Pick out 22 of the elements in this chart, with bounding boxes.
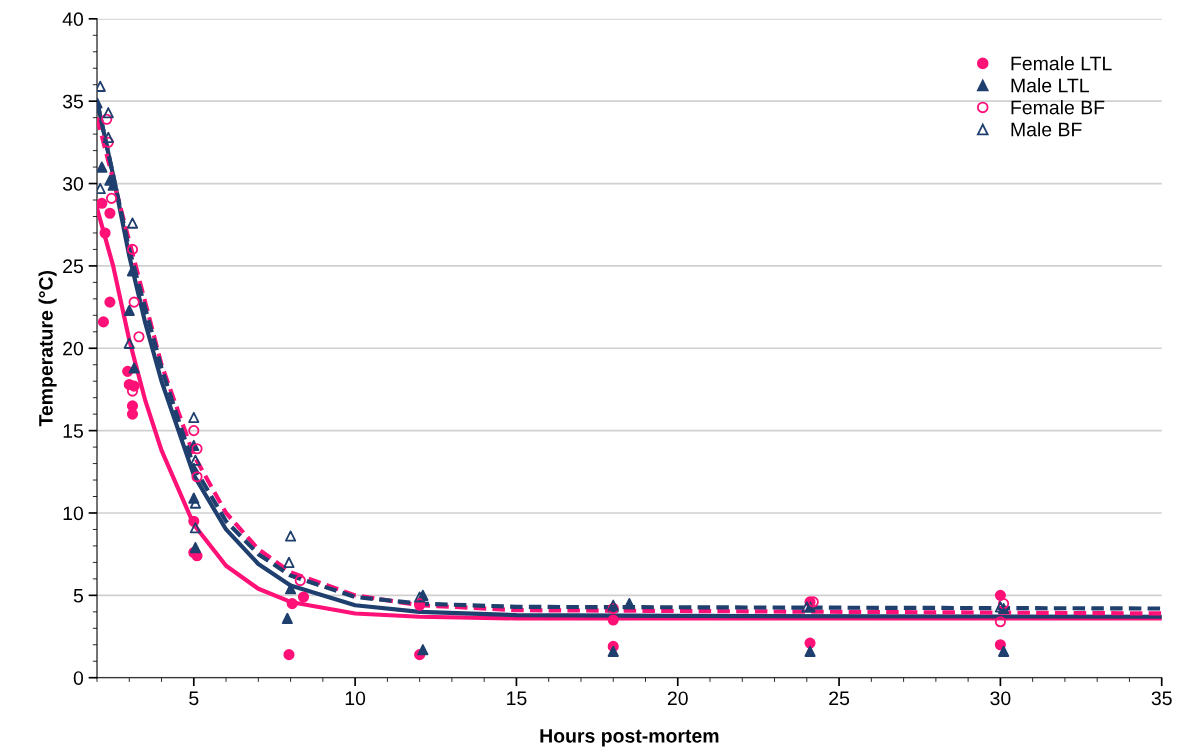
y-tick-label: 40 (62, 12, 84, 27)
y-tick-label: 0 (73, 671, 84, 685)
x-tick-label: 15 (507, 691, 527, 706)
y-tick-label: 20 (63, 341, 84, 356)
y-tick-label: 15 (63, 424, 83, 438)
x-axis-title: Hours post-mortem (540, 729, 719, 747)
legend-label: Male BF (1011, 122, 1082, 137)
legend-label: Female BF (1011, 100, 1105, 115)
y-tick-label: 10 (63, 506, 84, 521)
y-tick-label: 5 (73, 589, 83, 603)
x-tick-label: 20 (667, 691, 688, 706)
x-tick-label: 30 (990, 691, 1011, 706)
x-tick-label: 5 (189, 691, 199, 706)
y-axis-title: Temperature (°C) (38, 270, 57, 427)
y-tick-label: 30 (62, 177, 84, 191)
y-tick-label: 25 (63, 259, 83, 274)
legend-label: Male LTL (1011, 78, 1089, 93)
x-tick-label: 35 (1151, 691, 1172, 706)
legend-label: Female LTL (1011, 56, 1112, 71)
y-tick-label: 35 (62, 94, 83, 109)
x-tick-label: 25 (829, 691, 850, 706)
x-tick-label: 10 (345, 691, 366, 706)
